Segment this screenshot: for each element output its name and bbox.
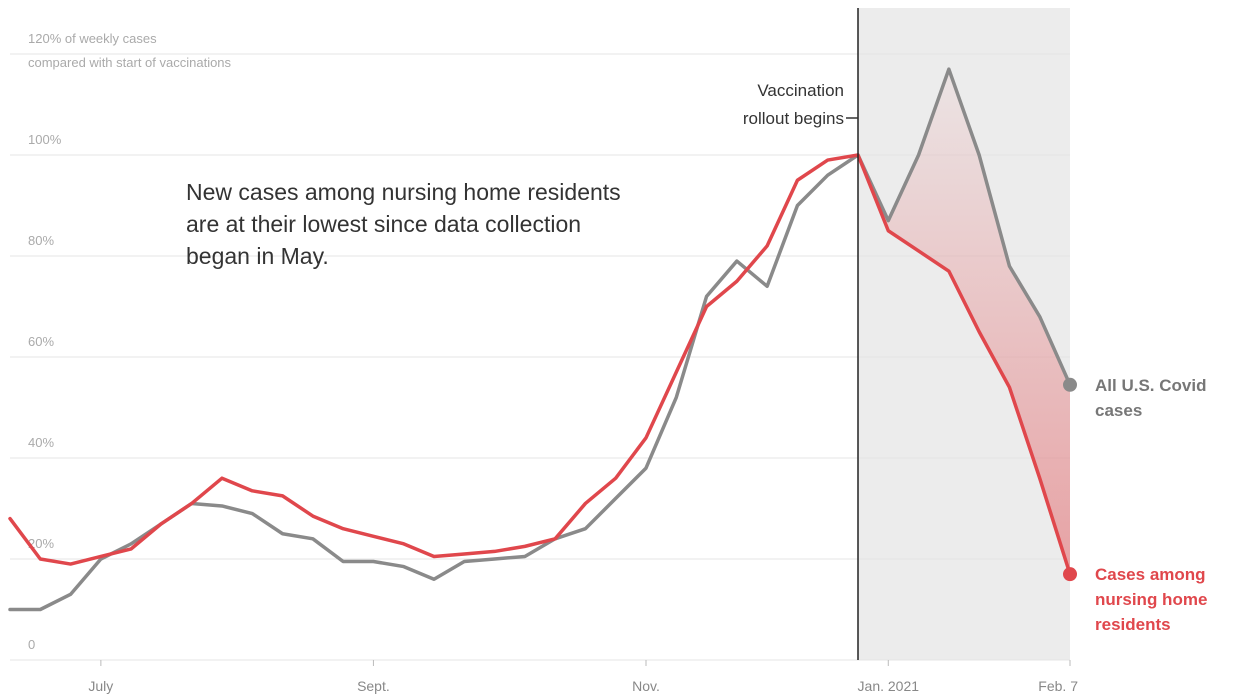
x-tick-label: Jan. 2021 [858,678,920,694]
y-tick-label: 0 [28,637,35,652]
x-tick-label: Sept. [357,678,390,694]
y-axis-note: compared with start of vaccinations [28,55,232,70]
annotation-label: Vaccination [757,81,844,100]
y-tick-label: 20% [28,536,54,551]
series-line [8,153,1072,576]
y-tick-label: 40% [28,435,54,450]
annotation-label: rollout begins [743,109,844,128]
series-label: All U.S. Covid cases [1095,375,1207,420]
annotation: New cases among nursing home residents a… [186,179,621,269]
x-tick-label: Feb. 7 [1038,678,1078,694]
x-tick-label: July [88,678,113,694]
gap-fill [858,69,1070,575]
end-dot [1063,377,1077,392]
y-tick-label: 100% [28,132,62,147]
y-tick-label: 120% of weekly cases [28,31,157,46]
y-tick-label: 60% [28,334,54,349]
series-label: Cases among nursing home residents [1095,565,1208,635]
y-tick-label: 80% [28,233,54,248]
x-tick-label: Nov. [632,678,660,694]
end-dot [1063,567,1077,582]
